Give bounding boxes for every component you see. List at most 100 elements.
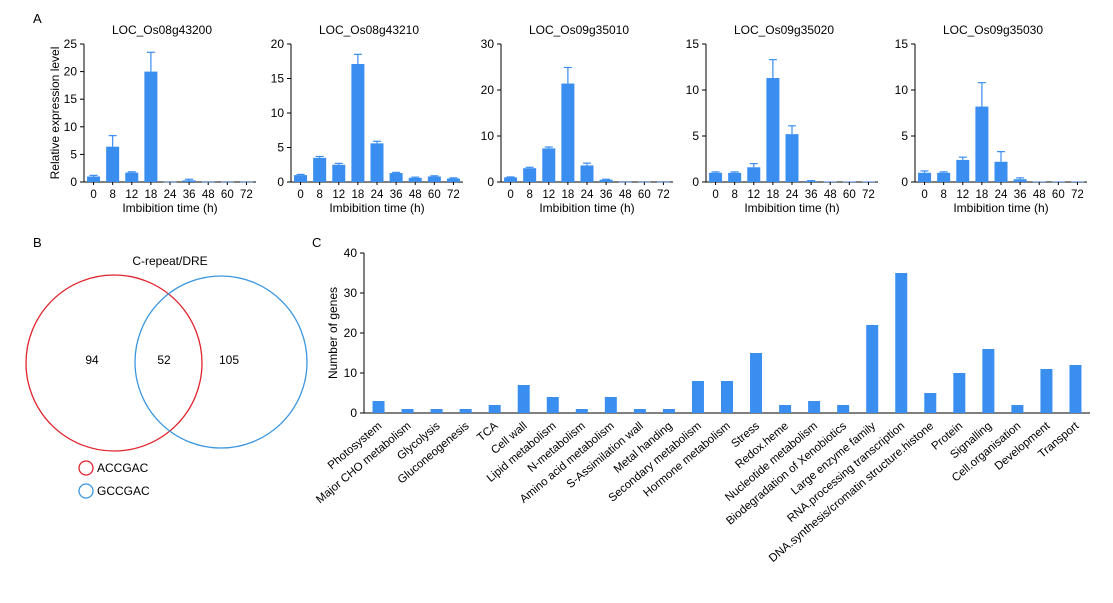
y-tick-label: 0 (487, 175, 494, 189)
legend-marker-gccgac (78, 483, 94, 499)
x-tick-label: 18 (351, 189, 364, 201)
x-tick-label: 48 (1033, 189, 1046, 201)
bar (313, 157, 327, 182)
bar (953, 373, 966, 413)
x-tick-label: 60 (1052, 189, 1065, 201)
y-tick-label: 5 (901, 129, 908, 143)
bar (580, 165, 594, 182)
x-tick-label: 48 (619, 189, 632, 201)
bar (459, 409, 472, 413)
bar (372, 401, 385, 413)
x-tick-label: 0 (921, 189, 927, 201)
y-tick-label: 5 (70, 147, 77, 161)
bar (1011, 405, 1024, 413)
panel-a-bar-charts: LOC_Os08g43200 0 5 10 15 20 25 0 8 12 18 24 36 48 60 72… (48, 23, 1087, 215)
x-tick-label: 8 (316, 189, 322, 201)
bar (747, 167, 761, 182)
y-tick-label: 5 (692, 129, 699, 143)
x-axis-label: Imbibition time (h) (329, 201, 424, 215)
chart-title: LOC_Os08g43210 (319, 23, 419, 37)
x-axis-label: Imbibition time (h) (744, 201, 839, 215)
bar (994, 161, 1008, 182)
bar (837, 405, 850, 413)
x-tick-label: 18 (975, 189, 988, 201)
bar (1051, 181, 1065, 183)
bar (861, 181, 875, 183)
x-tick-label: 48 (202, 189, 215, 201)
legend-marker-accgac (78, 460, 94, 476)
bar (956, 159, 970, 182)
mini-chart-5: LOC_Os09g35030 0 5 10 15 0 8 12 18 24 36 48 60 72 Imbi… (895, 23, 1087, 215)
y-tick-label: 0 (692, 175, 699, 189)
mini-chart-1: LOC_Os08g43200 0 5 10 15 20 25 0 8 12 18 24 36 48 60 72… (48, 23, 256, 215)
y-axis-label: Number of genes (326, 287, 340, 379)
x-tick-label: 60 (221, 189, 234, 201)
bar (163, 181, 177, 183)
x-tick-label: 24 (164, 189, 177, 201)
x-tick-label: 0 (712, 189, 718, 201)
chart-title: LOC_Os09g35030 (943, 23, 1043, 37)
bar (1040, 369, 1053, 413)
y-tick-label: 25 (64, 37, 78, 51)
bar (546, 397, 559, 413)
bar (523, 168, 537, 182)
bar (561, 83, 575, 182)
x-axis-label: Imbibition time (h) (122, 201, 217, 215)
bar (201, 181, 215, 183)
bar (842, 181, 856, 183)
bar (401, 409, 414, 413)
bar (637, 181, 651, 183)
bar (804, 181, 818, 182)
y-tick-label: 0 (350, 406, 357, 420)
x-tick-label: 12 (747, 189, 760, 201)
panel-label-a: A (33, 11, 42, 26)
bar (1070, 181, 1084, 183)
bar (144, 71, 158, 182)
bar (332, 164, 346, 182)
y-tick-label: 10 (481, 129, 495, 143)
bar (488, 405, 501, 413)
bar (766, 78, 780, 182)
y-tick-label: 10 (686, 83, 700, 97)
venn-left-only-count: 94 (85, 353, 99, 367)
y-tick-label: 40 (344, 246, 358, 260)
mini-chart-2: LOC_Os08g43210 0 5 10 15 20 0 8 12 18 24 36 48 60 72 Im… (271, 23, 463, 215)
bar (937, 172, 951, 182)
x-tick-label: 8 (940, 189, 946, 201)
bar (239, 181, 253, 183)
bar (504, 177, 518, 182)
venn-circle-gccgac (134, 275, 308, 449)
y-tick-label: 10 (895, 83, 909, 97)
bar (785, 134, 799, 182)
bar (1032, 181, 1046, 183)
y-tick-label: 20 (344, 326, 358, 340)
bar (575, 409, 588, 413)
bar (599, 179, 613, 182)
x-tick-label: 12 (125, 189, 138, 201)
bar (750, 353, 763, 413)
bar (389, 173, 403, 182)
bar (618, 181, 632, 183)
x-tick-label: 18 (561, 189, 574, 201)
bar (351, 64, 365, 182)
x-tick-label: 72 (240, 189, 253, 201)
x-tick-label: 36 (600, 189, 613, 201)
y-tick-label: 0 (901, 175, 908, 189)
bar (446, 178, 460, 182)
x-tick-label: 8 (731, 189, 737, 201)
chart-title: LOC_Os09g35010 (529, 23, 629, 37)
venn-title: C-repeat/DRE (132, 254, 207, 268)
y-tick-label: 20 (271, 37, 285, 51)
x-tick-label: 8 (526, 189, 532, 201)
mini-chart-4: LOC_Os09g35020 0 5 10 15 0 8 12 18 24 36 48 60 72 Imbi… (686, 23, 878, 215)
bar (106, 146, 120, 182)
bar (662, 409, 675, 413)
bar (517, 385, 530, 413)
panel-label-c: C (312, 235, 321, 250)
y-tick-label: 15 (686, 37, 700, 51)
mini-chart-3: LOC_Os09g35010 0 10 20 30 0 8 12 18 24 36 48 60 72 Imb… (481, 23, 673, 215)
x-tick-label: 8 (109, 189, 115, 201)
x-tick-label: 18 (144, 189, 157, 201)
y-tick-label: 20 (481, 83, 495, 97)
